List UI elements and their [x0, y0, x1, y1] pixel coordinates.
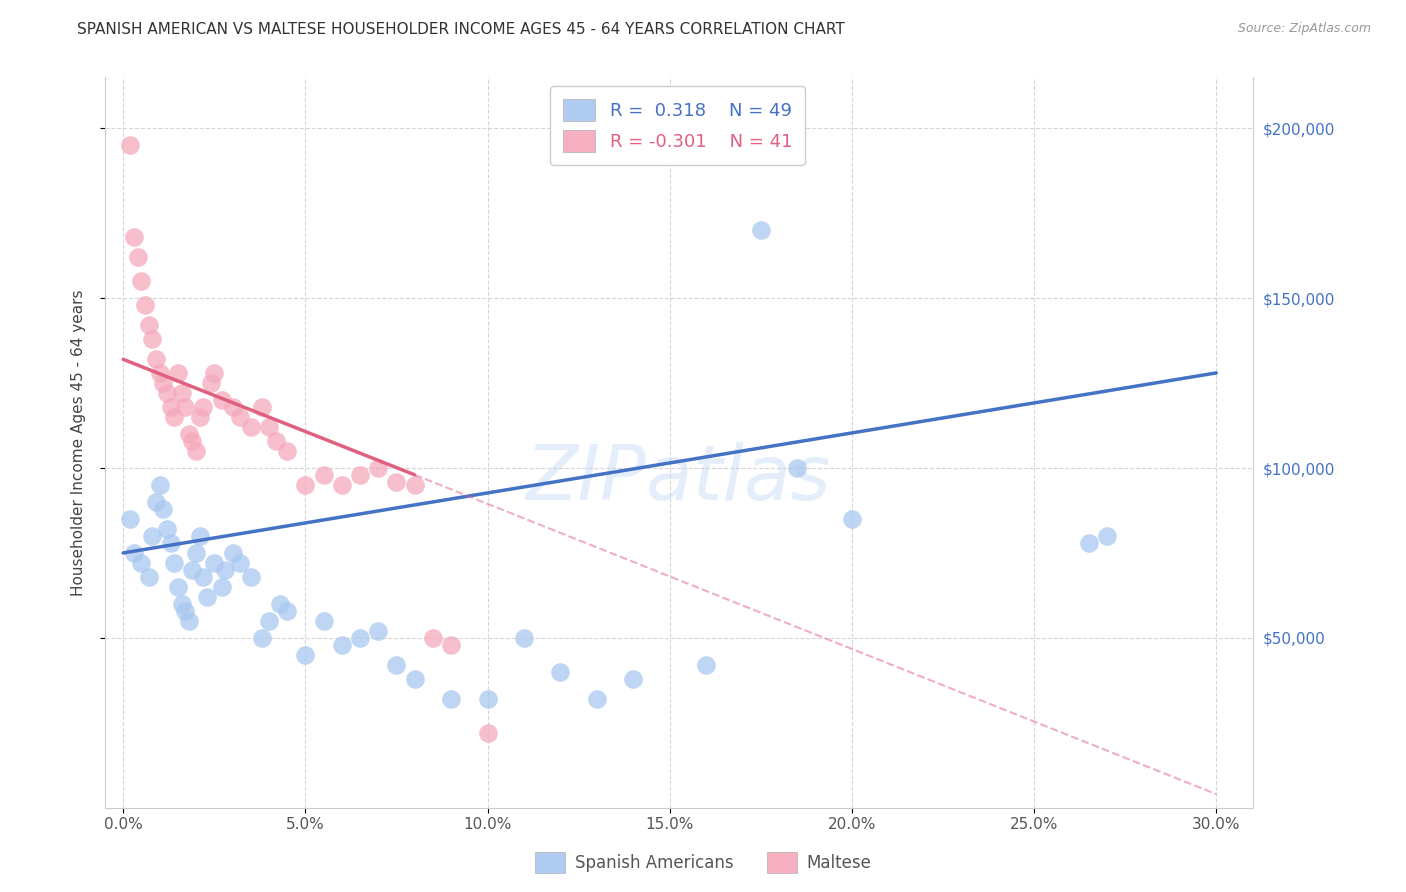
Point: [294, 648, 316, 662]
Point: [145, 352, 167, 367]
Point: [127, 251, 149, 265]
Point: [177, 427, 200, 442]
Point: [1095, 529, 1118, 543]
Point: [170, 386, 193, 401]
Point: [513, 631, 536, 645]
Point: [122, 546, 145, 560]
Point: [181, 563, 204, 577]
Point: [200, 376, 222, 391]
Y-axis label: Householder Income Ages 45 - 64 years: Householder Income Ages 45 - 64 years: [72, 289, 86, 596]
Point: [477, 726, 499, 740]
Point: [440, 692, 463, 706]
Point: [174, 604, 197, 618]
Point: [188, 410, 211, 425]
Point: [367, 461, 389, 475]
Point: [131, 556, 153, 570]
Point: [440, 638, 463, 652]
Legend: Spanish Americans, Maltese: Spanish Americans, Maltese: [527, 846, 879, 880]
Point: [122, 230, 145, 244]
Point: [349, 631, 371, 645]
Point: [330, 478, 353, 492]
Point: [163, 410, 186, 425]
Point: [138, 318, 160, 333]
Point: [257, 614, 280, 628]
Point: [193, 400, 215, 414]
Point: [586, 692, 609, 706]
Point: [250, 400, 273, 414]
Point: [188, 529, 211, 543]
Point: [385, 658, 408, 673]
Point: [156, 522, 179, 536]
Point: [120, 138, 142, 153]
Point: [214, 563, 236, 577]
Point: [229, 410, 252, 425]
Point: [202, 366, 225, 380]
Point: [149, 366, 172, 380]
Point: [385, 475, 408, 489]
Point: [749, 223, 772, 237]
Point: [152, 376, 174, 391]
Point: [184, 444, 207, 458]
Point: [195, 590, 218, 604]
Point: [202, 556, 225, 570]
Point: [141, 529, 163, 543]
Text: SPANISH AMERICAN VS MALTESE HOUSEHOLDER INCOME AGES 45 - 64 YEARS CORRELATION CH: SPANISH AMERICAN VS MALTESE HOUSEHOLDER …: [77, 22, 845, 37]
Point: [181, 434, 204, 448]
Point: [550, 665, 572, 679]
Legend: R =  0.318    N = 49, R = -0.301    N = 41: R = 0.318 N = 49, R = -0.301 N = 41: [550, 87, 804, 165]
Point: [264, 434, 287, 448]
Point: [156, 386, 179, 401]
Point: [159, 400, 181, 414]
Point: [174, 400, 197, 414]
Point: [1077, 535, 1099, 549]
Point: [330, 638, 353, 652]
Point: [312, 467, 335, 482]
Point: [477, 692, 499, 706]
Point: [239, 570, 262, 584]
Point: [276, 444, 298, 458]
Point: [250, 631, 273, 645]
Point: [621, 672, 644, 686]
Point: [221, 400, 243, 414]
Point: [695, 658, 717, 673]
Point: [120, 512, 142, 526]
Point: [221, 546, 243, 560]
Point: [166, 580, 188, 594]
Point: [149, 478, 172, 492]
Point: [786, 461, 808, 475]
Point: [276, 604, 298, 618]
Point: [152, 501, 174, 516]
Point: [269, 597, 291, 611]
Point: [294, 478, 316, 492]
Point: [159, 535, 181, 549]
Point: [170, 597, 193, 611]
Point: [193, 570, 215, 584]
Point: [404, 672, 426, 686]
Text: Source: ZipAtlas.com: Source: ZipAtlas.com: [1237, 22, 1371, 36]
Point: [404, 478, 426, 492]
Point: [349, 467, 371, 482]
Point: [141, 332, 163, 346]
Point: [131, 274, 153, 288]
Point: [257, 420, 280, 434]
Point: [239, 420, 262, 434]
Point: [138, 570, 160, 584]
Point: [229, 556, 252, 570]
Point: [312, 614, 335, 628]
Text: ZIPatlas: ZIPatlas: [526, 442, 831, 516]
Point: [211, 580, 233, 594]
Point: [841, 512, 863, 526]
Point: [422, 631, 444, 645]
Point: [211, 393, 233, 408]
Point: [163, 556, 186, 570]
Point: [184, 546, 207, 560]
Point: [166, 366, 188, 380]
Point: [367, 624, 389, 638]
Point: [145, 495, 167, 509]
Point: [177, 614, 200, 628]
Point: [134, 298, 156, 312]
